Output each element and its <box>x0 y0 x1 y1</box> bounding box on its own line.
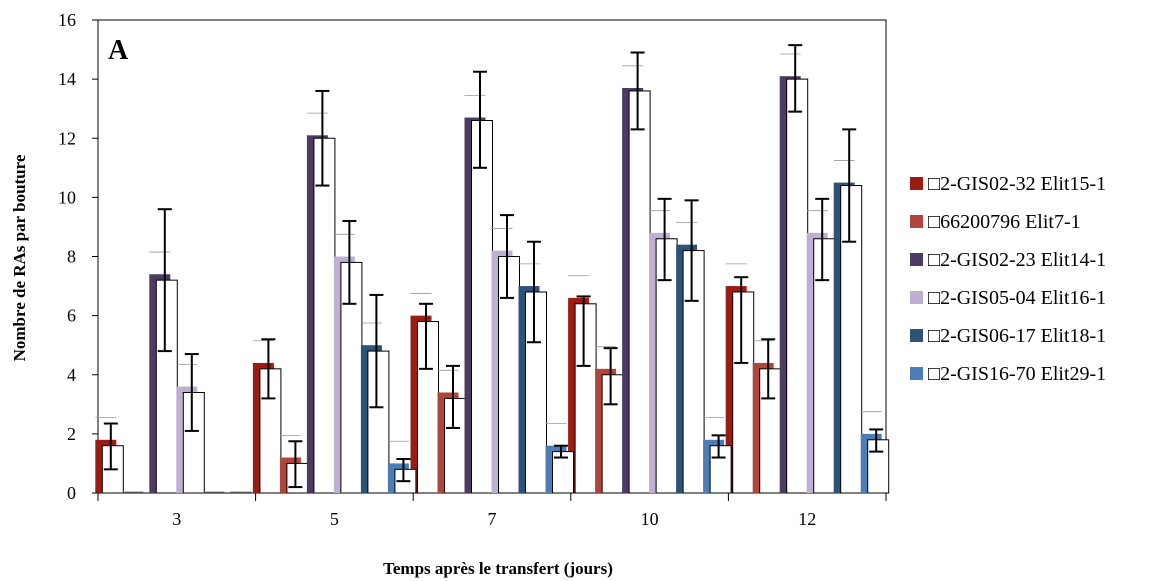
overlay-bar <box>601 374 624 494</box>
overlay-bar <box>709 445 732 494</box>
overlay-bar <box>367 350 390 494</box>
overlay-bar <box>182 391 205 494</box>
y-axis-title: Nombre de RAs par bouture <box>10 154 29 361</box>
x-axis-title: Temps après le transfert (jours) <box>383 559 613 578</box>
legend-swatch <box>910 367 923 380</box>
y-tick-label: 14 <box>58 69 76 89</box>
overlay-bar <box>628 90 651 494</box>
y-tick-label: 8 <box>67 247 76 267</box>
overlay-bar <box>867 439 890 494</box>
legend-label: □2-GIS06-17 Elit18-1 <box>928 325 1106 347</box>
legend-label: □2-GIS02-32 Elit15-1 <box>928 173 1106 195</box>
overlay-bar <box>732 291 755 494</box>
overlay-bar <box>259 368 282 494</box>
legend-swatch <box>910 177 923 190</box>
overlay-bar <box>813 238 836 494</box>
x-tick-label: 10 <box>641 509 659 529</box>
y-tick-label: 12 <box>58 128 76 148</box>
overlay-bar <box>552 451 574 494</box>
legend-label: □66200796 Elit7-1 <box>928 211 1081 233</box>
overlay-bar <box>840 185 863 494</box>
legend: □2-GIS02-32 Elit15-1 □66200796 Elit7-1 □2-… <box>910 173 1106 385</box>
y-tick-label: 2 <box>67 424 76 444</box>
legend-swatch <box>910 329 923 342</box>
legend-swatch <box>910 291 923 304</box>
overlay-bar <box>313 137 336 494</box>
y-tick-label: 16 <box>58 10 76 30</box>
panel-label: A <box>108 35 129 66</box>
overlay-bar <box>682 250 705 494</box>
overlay-bar <box>786 78 809 494</box>
x-tick-label: 7 <box>488 509 497 529</box>
legend-label: □2-GIS02-23 Elit14-1 <box>928 249 1106 271</box>
overlay-bar <box>759 368 782 494</box>
x-tick-label: 3 <box>172 509 181 529</box>
overlay-bar <box>340 261 363 494</box>
legend-swatch <box>910 215 923 228</box>
overlay-bar <box>471 120 493 494</box>
legend-swatch <box>910 253 923 266</box>
overlay-bar <box>655 238 678 494</box>
y-tick-label: 4 <box>67 365 76 385</box>
legend-label: □2-GIS16-70 Elit29-1 <box>928 363 1106 385</box>
x-tick-label: 12 <box>798 509 816 529</box>
x-tick-label: 5 <box>330 509 339 529</box>
overlay-bar <box>574 303 597 494</box>
y-tick-label: 6 <box>67 306 76 326</box>
overlay-bar <box>444 397 466 494</box>
overlay-bar <box>417 321 439 494</box>
overlay-bar <box>525 291 547 494</box>
overlay-bar <box>286 462 309 494</box>
legend-label: □2-GIS05-04 Elit16-1 <box>928 287 1106 309</box>
y-tick-label: 0 <box>67 483 76 503</box>
y-tick-label: 10 <box>58 187 76 207</box>
overlay-bar <box>498 256 520 494</box>
overlay-bar <box>155 279 178 494</box>
